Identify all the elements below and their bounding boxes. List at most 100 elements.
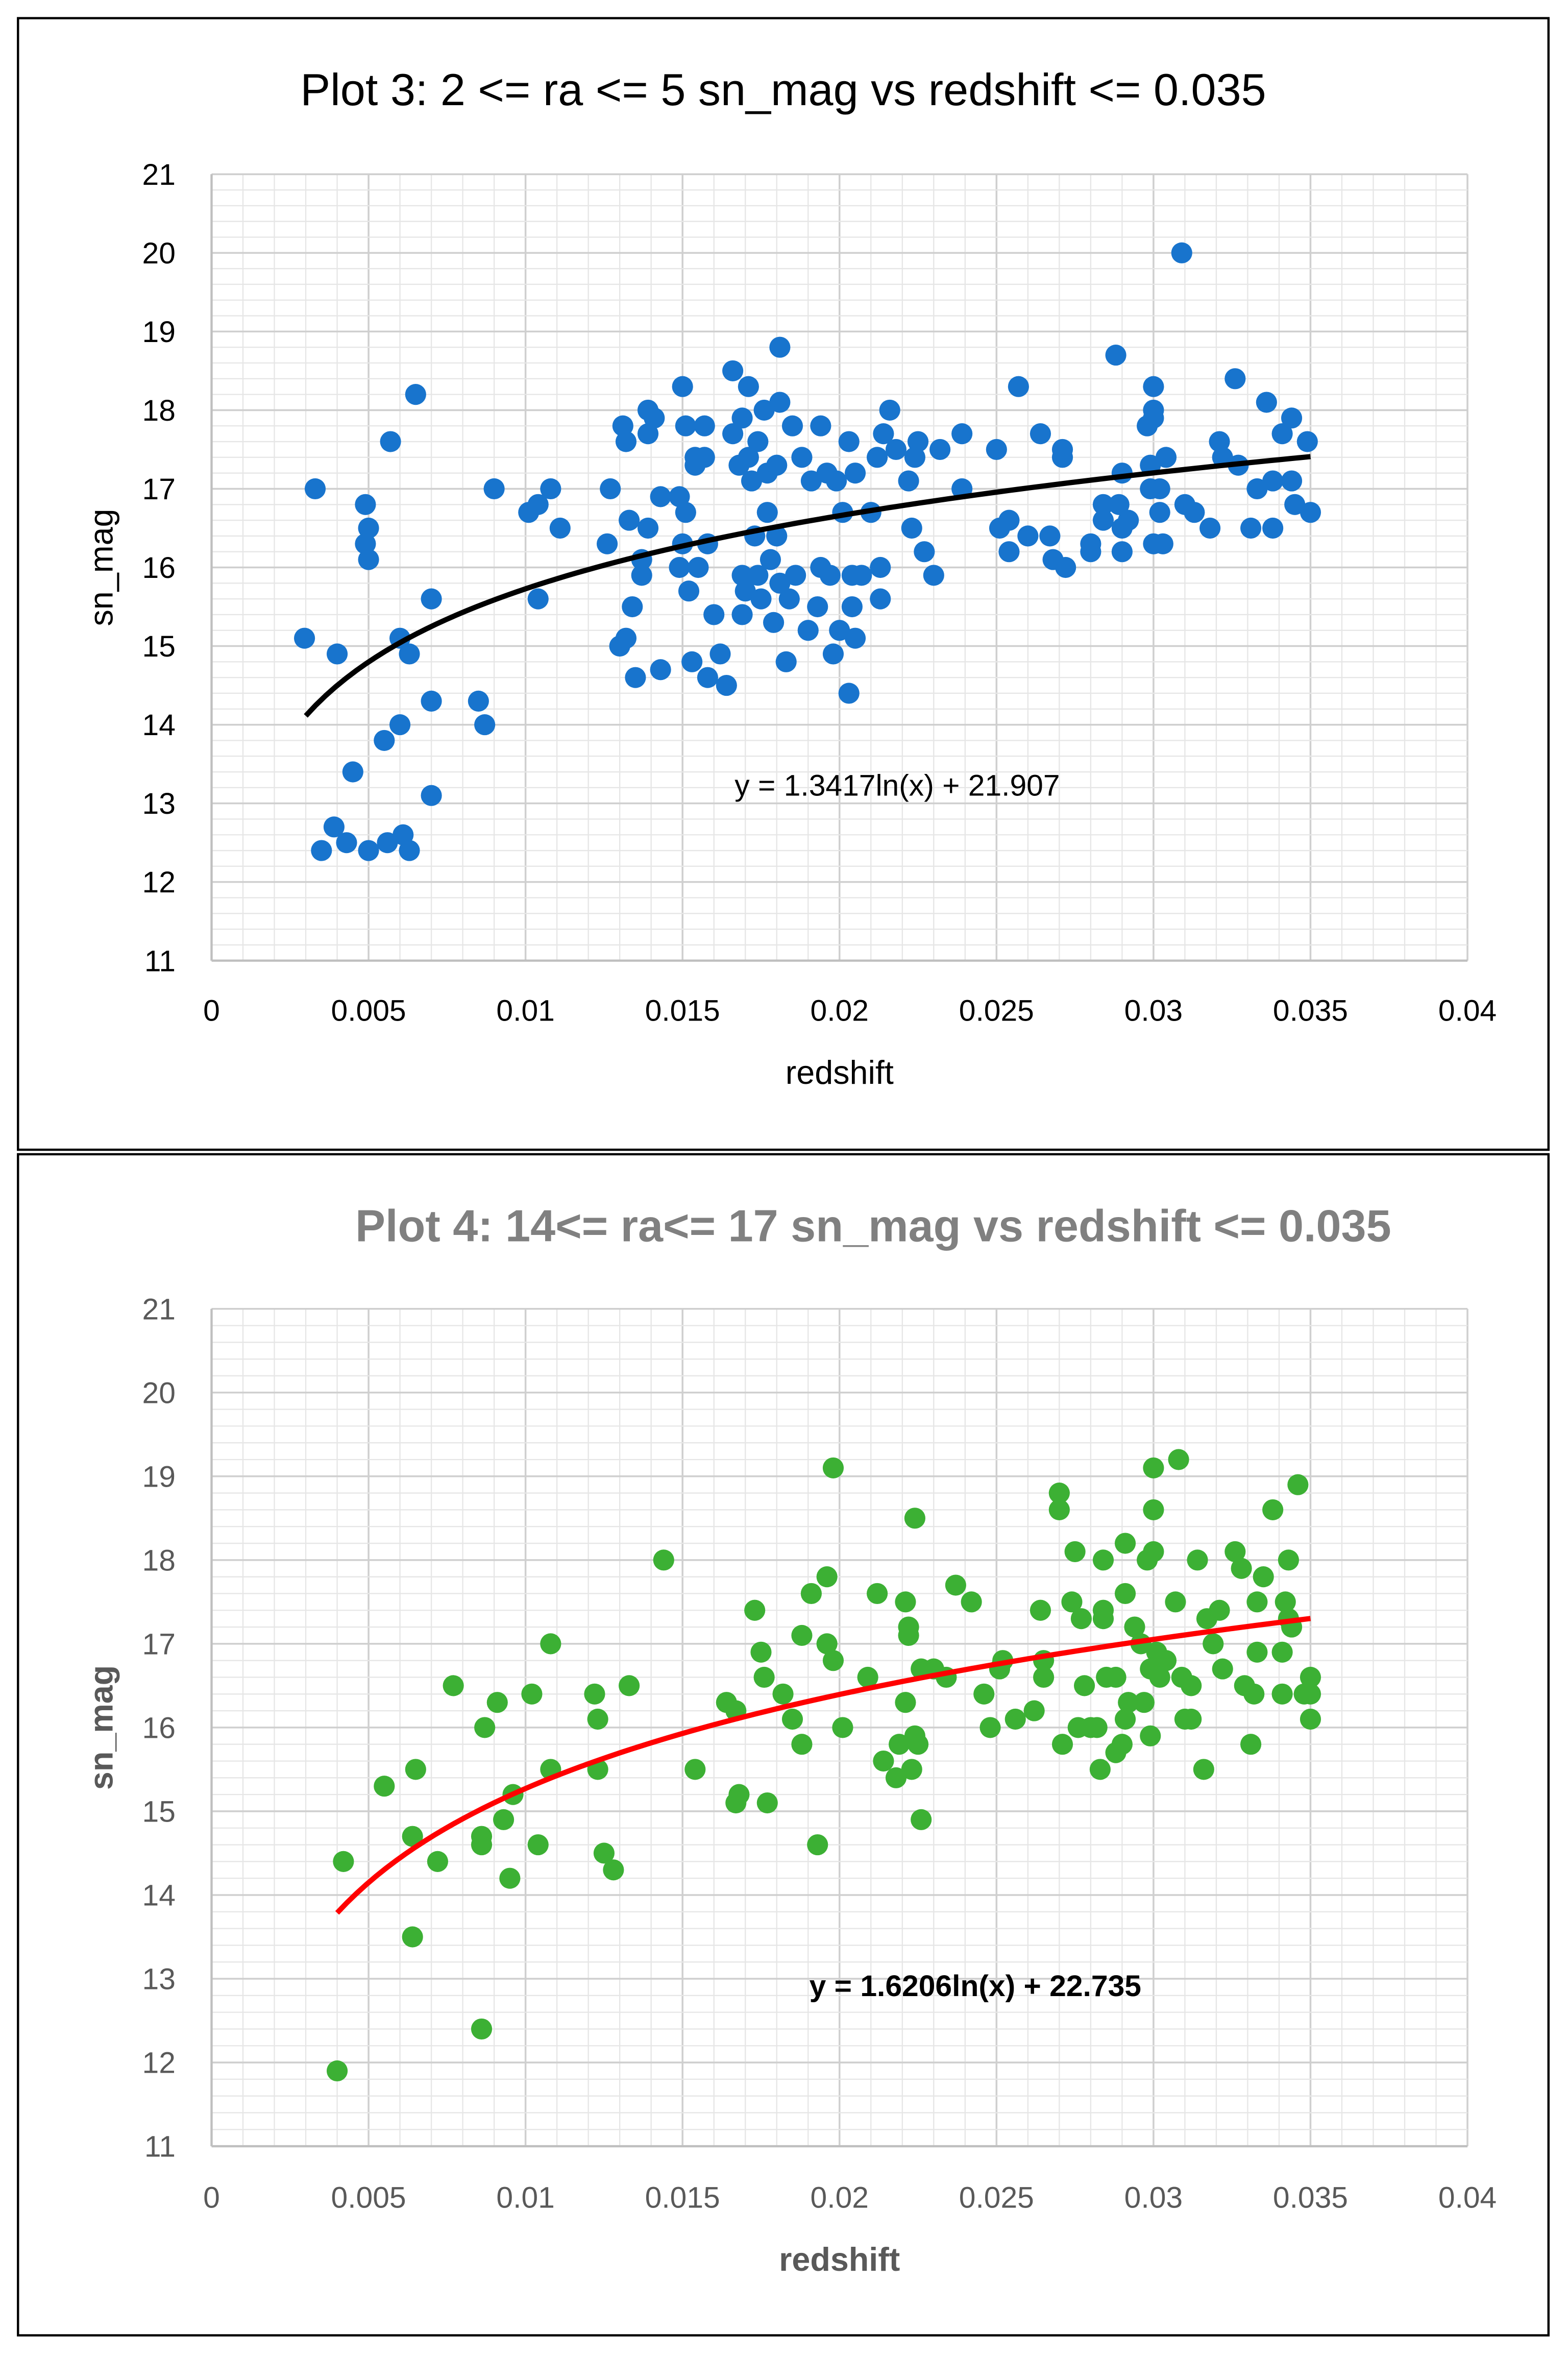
data-point xyxy=(769,572,791,594)
data-point xyxy=(421,785,442,806)
data-point xyxy=(907,1734,929,1755)
data-point xyxy=(703,604,725,625)
data-point xyxy=(1105,345,1126,366)
data-point xyxy=(1187,1549,1208,1571)
data-point xyxy=(1111,541,1133,563)
data-point xyxy=(333,1851,354,1872)
data-point xyxy=(593,1842,615,1864)
data-point xyxy=(901,1759,922,1780)
data-point xyxy=(1048,1483,1070,1504)
data-point xyxy=(653,1549,674,1571)
data-point xyxy=(838,683,860,704)
data-point xyxy=(1152,533,1173,554)
x-tick-label: 0 xyxy=(203,994,220,1027)
data-point xyxy=(637,517,659,539)
data-point xyxy=(326,2060,348,2082)
data-point xyxy=(738,376,759,397)
data-point xyxy=(1212,1658,1233,1680)
data-point xyxy=(791,447,813,468)
data-point xyxy=(1080,533,1101,554)
data-point xyxy=(766,454,788,476)
data-point xyxy=(895,1692,916,1713)
data-point xyxy=(1240,1734,1262,1755)
data-point xyxy=(979,1717,1001,1738)
data-point xyxy=(1073,1675,1095,1696)
data-point xyxy=(841,596,863,618)
data-point xyxy=(785,565,806,586)
x-tick-label: 0.04 xyxy=(1438,2181,1497,2215)
data-point xyxy=(1296,431,1318,452)
data-point xyxy=(1262,517,1284,539)
data-point xyxy=(596,533,618,554)
data-point xyxy=(587,1708,608,1730)
data-point xyxy=(1253,1566,1274,1588)
data-point xyxy=(1184,502,1205,523)
data-point xyxy=(800,1583,822,1605)
data-point xyxy=(1271,1641,1293,1663)
data-point xyxy=(521,1683,543,1705)
data-point xyxy=(336,832,357,854)
data-point xyxy=(402,1826,423,1847)
data-point xyxy=(1224,368,1246,390)
y-tick-label: 19 xyxy=(142,1460,176,1493)
data-point xyxy=(1008,376,1029,397)
data-point xyxy=(885,439,907,460)
data-point xyxy=(747,565,769,586)
data-point xyxy=(822,1457,844,1478)
data-point xyxy=(1262,1499,1284,1520)
data-point xyxy=(427,1851,448,1872)
data-point xyxy=(911,1809,932,1830)
data-point xyxy=(675,415,696,436)
data-point xyxy=(342,761,363,783)
x-tick-label: 0.03 xyxy=(1124,2181,1183,2215)
data-point xyxy=(763,612,785,633)
y-tick-label: 18 xyxy=(142,394,176,427)
data-point xyxy=(694,447,715,468)
data-point xyxy=(756,1792,778,1814)
data-point xyxy=(1224,1541,1246,1563)
data-point xyxy=(1017,525,1039,547)
data-point xyxy=(486,1692,508,1713)
y-tick-label: 16 xyxy=(142,1711,176,1744)
data-point xyxy=(816,1633,838,1655)
data-point xyxy=(1271,423,1293,445)
chart-plot-3: 0 0.005 0.01 0.015 0.02 0.025 0.03 0.035 0.04 11 1… xyxy=(82,64,1497,1091)
data-point xyxy=(622,596,643,618)
data-point xyxy=(844,463,866,484)
x-axis-label: redshift xyxy=(779,2241,900,2278)
data-point xyxy=(904,447,925,468)
y-tick-label: 14 xyxy=(142,1879,176,1912)
data-point xyxy=(716,674,737,696)
y-tick-label: 20 xyxy=(142,1376,176,1410)
data-point xyxy=(1193,1759,1214,1780)
data-point xyxy=(904,1508,925,1529)
data-point xyxy=(772,1683,794,1705)
y-tick-label: 21 xyxy=(142,158,176,191)
data-point xyxy=(499,1867,521,1889)
data-point xyxy=(744,1599,766,1621)
data-point xyxy=(1033,1666,1055,1688)
data-point xyxy=(1140,1725,1161,1746)
data-point xyxy=(358,549,379,570)
data-point xyxy=(471,1826,493,1847)
data-point xyxy=(688,556,709,578)
x-tick-label: 0.015 xyxy=(645,2181,720,2215)
data-point xyxy=(1086,1717,1108,1738)
data-point xyxy=(734,580,756,602)
trendline xyxy=(335,1616,1311,1915)
data-point xyxy=(722,423,744,445)
data-point xyxy=(697,667,718,688)
data-point xyxy=(631,565,652,586)
y-tick-label: 12 xyxy=(142,2047,176,2080)
x-axis-label: redshift xyxy=(786,1054,894,1091)
data-point xyxy=(986,439,1007,460)
data-point xyxy=(1143,1541,1164,1563)
x-tick-label: 0.01 xyxy=(496,994,554,1027)
trendline xyxy=(304,454,1311,718)
data-point xyxy=(474,714,496,736)
data-point xyxy=(1051,439,1073,460)
data-point xyxy=(468,690,489,712)
y-axis-label: sn_mag xyxy=(82,1665,119,1790)
data-point xyxy=(822,643,844,665)
